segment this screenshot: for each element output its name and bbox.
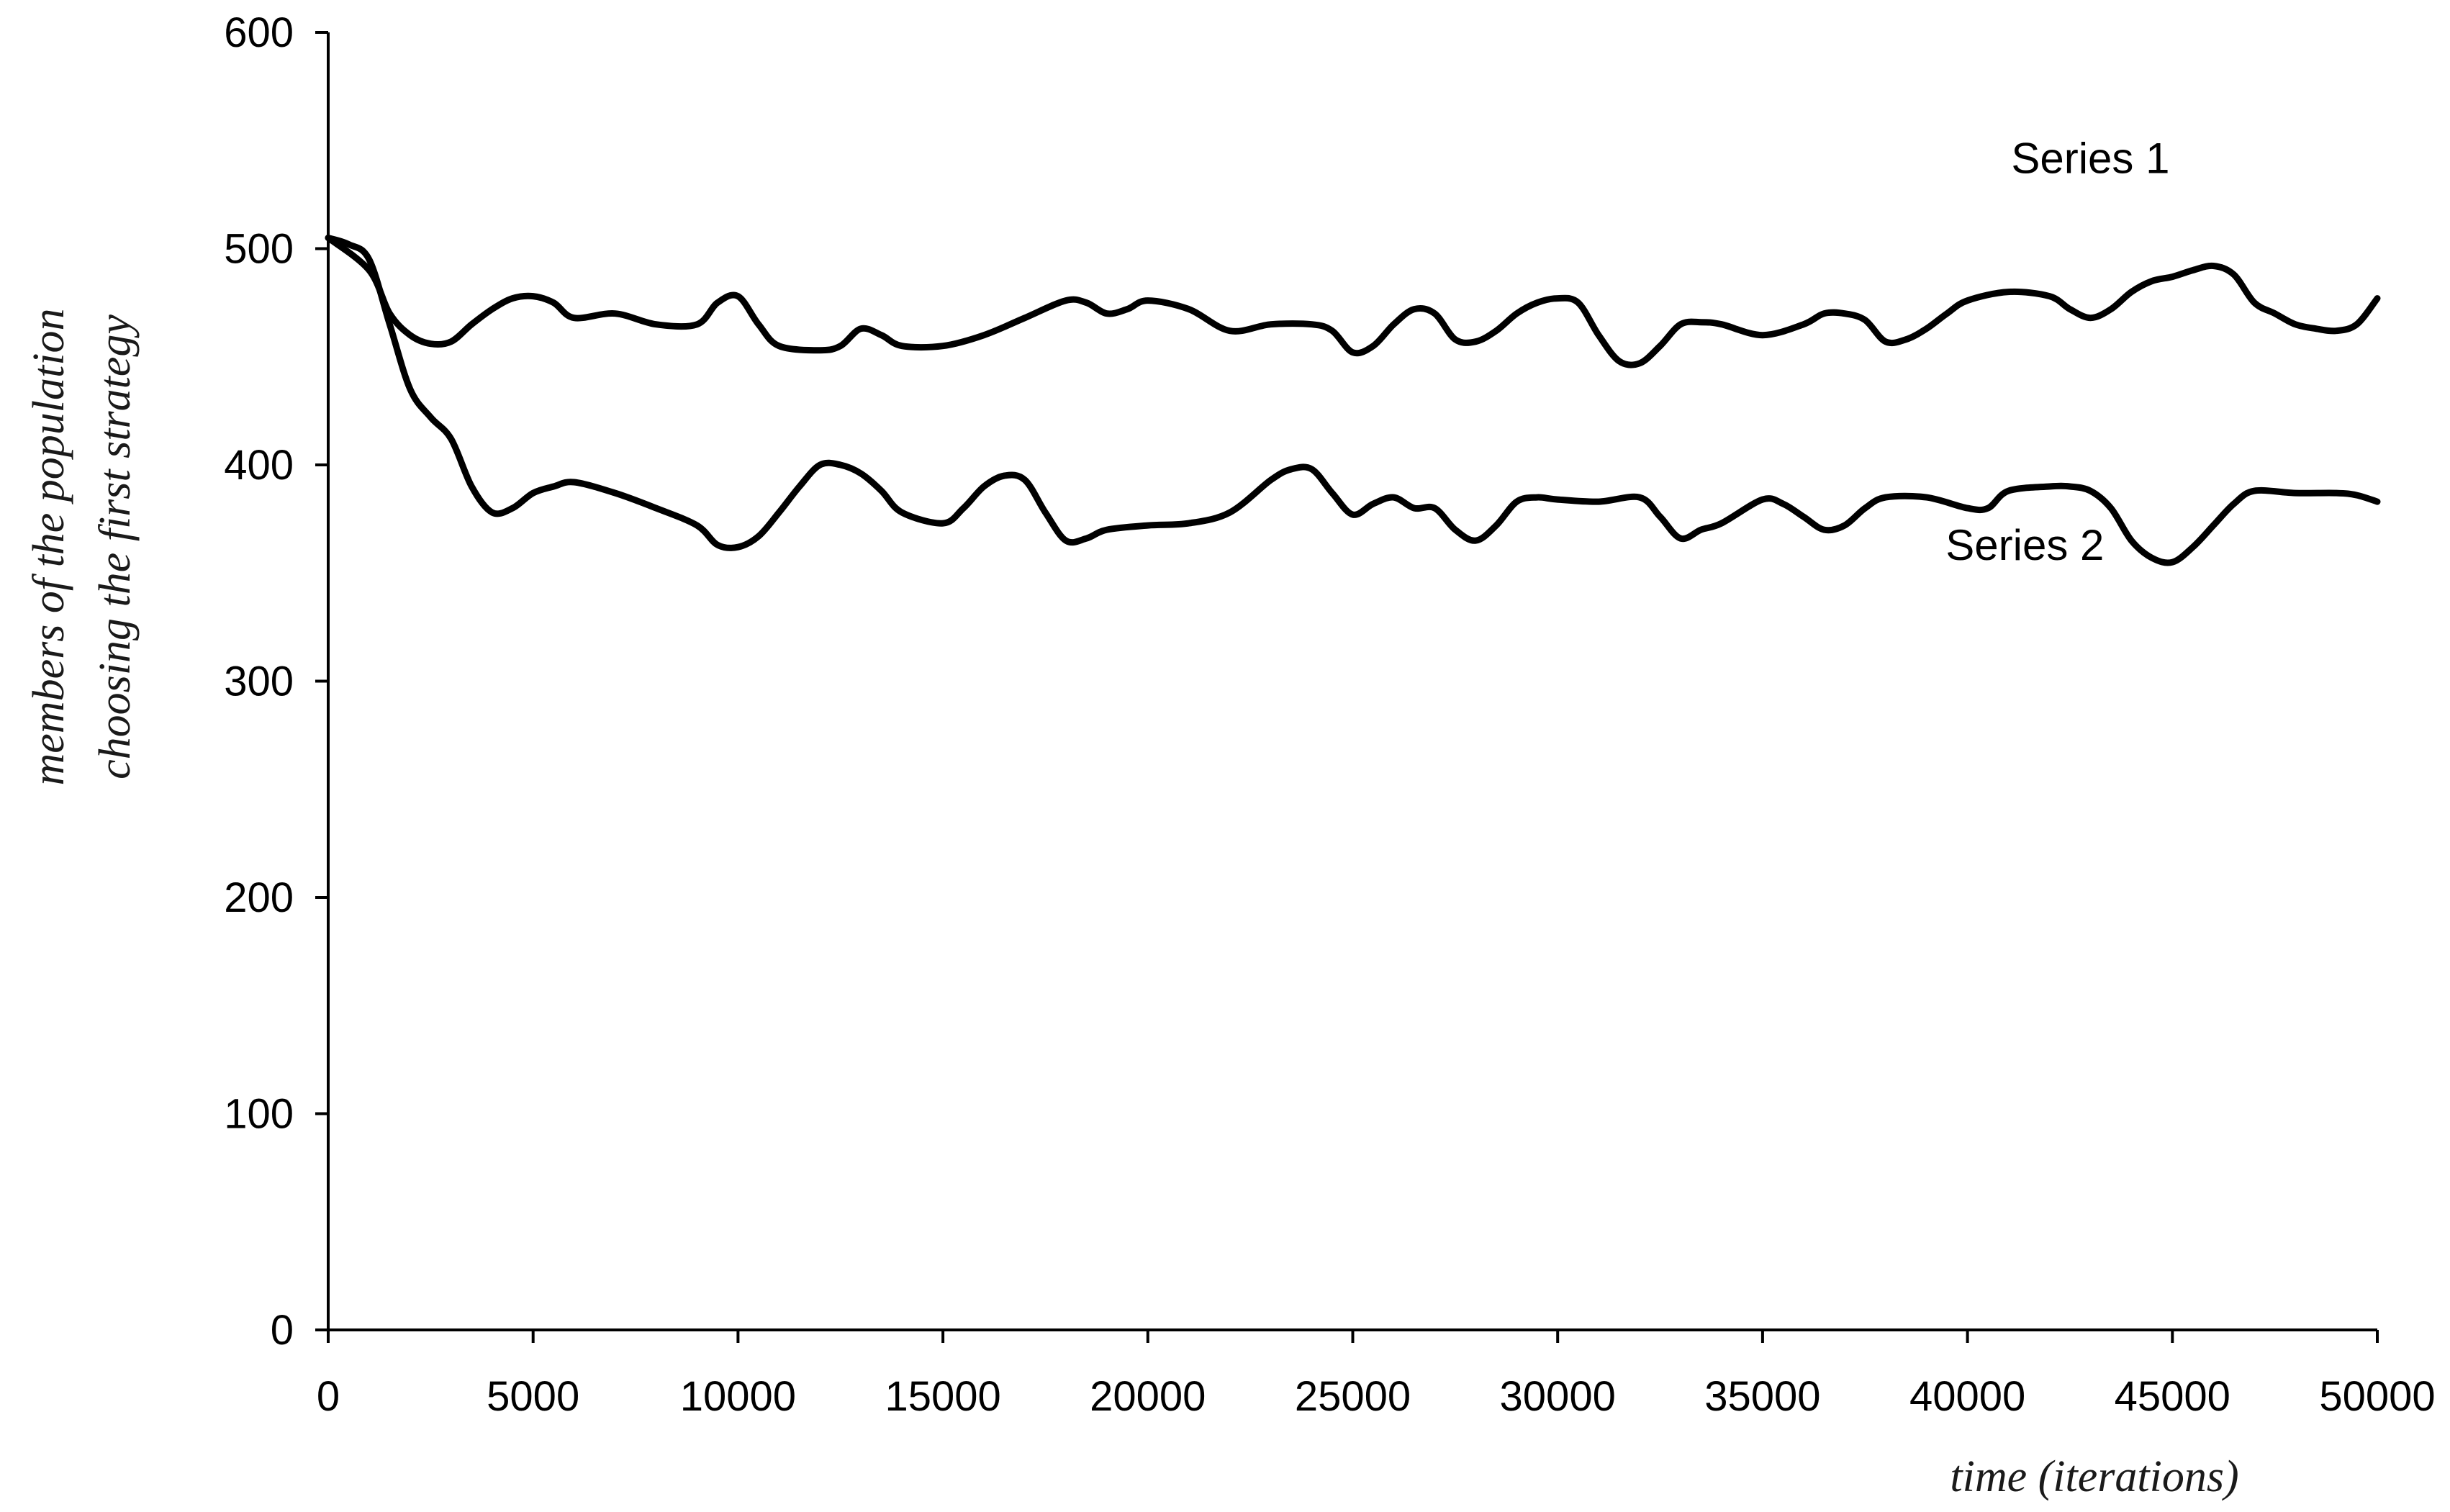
y-axis-title-line-2: choosing the first strategy xyxy=(91,314,140,779)
y-tick-label: 100 xyxy=(224,1091,294,1138)
y-tick-label: 400 xyxy=(224,442,294,489)
y-axis-title-line-1: members of the population xyxy=(24,309,73,786)
x-tick-label: 0 xyxy=(317,1373,340,1420)
x-tick-label: 5000 xyxy=(487,1373,579,1420)
y-tick-label: 500 xyxy=(224,226,294,273)
x-ticks: 0 5000 10000 15000 20000 25000 30000 35000 40000… xyxy=(317,1330,2436,1420)
y-tick-label: 600 xyxy=(224,9,294,56)
x-tick-label: 30000 xyxy=(1500,1373,1616,1420)
series-1-line xyxy=(325,235,2381,368)
y-tick-label: 0 xyxy=(271,1307,294,1354)
y-tick-label: 300 xyxy=(224,658,294,705)
y-axis-title: members of the population choosing the f… xyxy=(24,309,140,786)
x-tick-label: 40000 xyxy=(1909,1373,2025,1420)
series-lines xyxy=(325,235,2381,566)
x-tick-label: 45000 xyxy=(2115,1373,2230,1420)
y-tick-label: 200 xyxy=(224,874,294,921)
x-tick-label: 10000 xyxy=(680,1373,796,1420)
series-2-label: Series 2 xyxy=(1945,521,2104,569)
x-tick-label: 35000 xyxy=(1704,1373,1820,1420)
series-labels: Series 1 Series 2 xyxy=(1945,134,2169,569)
x-tick-label: 50000 xyxy=(2319,1373,2435,1420)
x-tick-label: 20000 xyxy=(1090,1373,1206,1420)
x-axis-title: time (iterations) xyxy=(1950,1452,2238,1501)
x-tick-label: 15000 xyxy=(885,1373,1000,1420)
y-ticks: 0 100 200 300 400 500 600 xyxy=(224,9,328,1354)
x-tick-label: 25000 xyxy=(1295,1373,1411,1420)
series-1-label: Series 1 xyxy=(2011,134,2169,182)
series-2-line xyxy=(325,235,2381,566)
